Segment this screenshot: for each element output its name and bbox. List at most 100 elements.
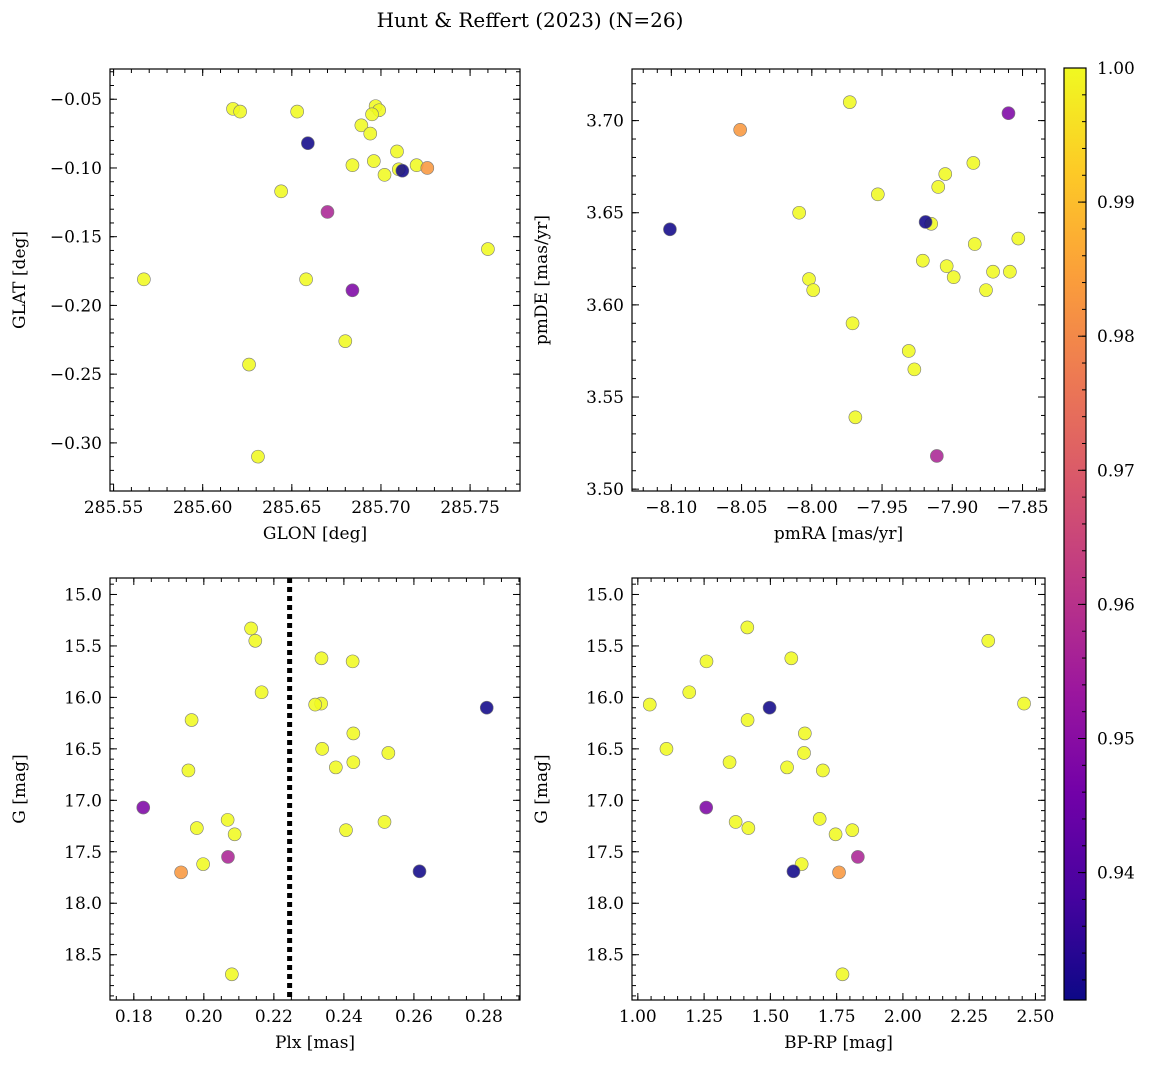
scatter-point [740, 620, 755, 635]
scatter-point [786, 864, 801, 879]
y-tick-label: 17.0 [586, 791, 624, 811]
scatter-point [816, 763, 830, 778]
scatter-point [663, 222, 677, 237]
axis-ticks [110, 69, 520, 491]
scatter-point [848, 410, 863, 425]
scatter-point [1011, 231, 1026, 246]
scatter-point [642, 697, 657, 712]
x-tick-label: 2.25 [950, 1007, 988, 1027]
panel-plx-g: 0.18 0.20 0.22 0.24 0.26 0.28 15.0 15.5 16.0 16.5… [10, 577, 521, 1053]
x-axis-label: BP-RP [mag] [784, 1033, 893, 1053]
scatter-point [979, 283, 993, 297]
colorbar-tick-label: 0.95 [1097, 730, 1135, 750]
colorbar-tick-label: 1.00 [1097, 59, 1135, 79]
scatter-point [871, 187, 885, 202]
scatter-point [225, 967, 239, 982]
y-tick-label: −0.15 [50, 228, 102, 248]
x-axis-label: GLON [deg] [263, 524, 367, 544]
scatter-point [346, 755, 361, 770]
panel-pmra-pmde: −8.10 −8.05 −8.00 −7.95 −7.90 −7.85 3.50 3.55 3.… [532, 68, 1049, 544]
y-axis-label: G [mag] [532, 754, 552, 823]
scatter-points [137, 99, 495, 464]
x-tick-label: 285.55 [84, 498, 143, 518]
scatter-point [481, 242, 495, 256]
scatter-point [196, 857, 210, 871]
scatter-point [722, 755, 737, 770]
colorbar-gradient [1064, 68, 1086, 1000]
x-tick-label: 285.70 [351, 498, 410, 518]
scatter-point [728, 815, 743, 829]
scatter-point [227, 827, 242, 842]
scatter-point [181, 763, 196, 778]
scatter-point [274, 184, 288, 199]
scatter-point [938, 167, 953, 181]
y-tick-label: 3.55 [586, 388, 624, 408]
scatter-point [851, 850, 865, 864]
scatter-point [946, 270, 961, 285]
y-tick-label: 17.5 [64, 843, 102, 863]
scatter-point [915, 253, 930, 268]
scatter-point [137, 272, 151, 287]
x-tick-label: 0.18 [115, 1007, 153, 1027]
scatter-point [986, 264, 1000, 279]
x-tick-label: 0.24 [325, 1007, 363, 1027]
x-tick-label: 285.65 [262, 498, 321, 518]
x-tick-label: −8.10 [645, 498, 697, 518]
y-tick-label: 16.5 [586, 740, 624, 760]
scatter-point [320, 205, 335, 219]
scatter-point [220, 813, 235, 827]
x-tick-label: 2.50 [1017, 1007, 1055, 1027]
scatter-point [377, 168, 392, 182]
y-tick-label: 3.65 [586, 204, 624, 224]
x-axis-label: pmRA [mas/yr] [774, 524, 903, 544]
colorbar-tick-label: 0.99 [1097, 193, 1135, 213]
scatter-point [699, 800, 714, 815]
scatter-point [190, 821, 204, 835]
scatter-point [967, 237, 982, 251]
axis-ticks [632, 578, 1045, 1000]
scatter-point [184, 713, 199, 727]
y-tick-label: 18.5 [586, 946, 624, 966]
scatter-point [1003, 264, 1017, 279]
scatter-point [290, 104, 304, 119]
scatter-point [930, 449, 944, 463]
scatter-point [315, 742, 329, 756]
scatter-point [233, 104, 247, 119]
y-tick-label: 17.0 [64, 791, 102, 811]
scatter-point [365, 107, 379, 122]
scatter-point [792, 205, 806, 220]
scatter-point [251, 449, 265, 464]
colorbar-tick-label: 0.97 [1097, 461, 1135, 481]
scatter-point [835, 967, 850, 982]
y-tick-label: 17.5 [586, 843, 624, 863]
scatter-point [377, 815, 392, 829]
x-axis-label: Plx [mas] [275, 1033, 355, 1053]
colorbar-tick-label: 0.94 [1097, 864, 1135, 884]
scatter-point [420, 161, 435, 175]
y-tick-label: 18.0 [586, 894, 624, 914]
y-tick-label: 3.60 [586, 296, 624, 316]
y-tick-label: 3.70 [586, 112, 624, 132]
y-tick-label: 16.5 [64, 740, 102, 760]
scatter-point [244, 621, 258, 636]
scatter-point [354, 118, 369, 133]
scatter-point [659, 742, 674, 756]
scatter-point [1017, 696, 1031, 711]
y-tick-label: 15.5 [586, 637, 624, 657]
x-tick-label: 1.50 [751, 1007, 789, 1027]
colorbar-tick-label: 0.96 [1097, 595, 1135, 615]
y-tick-label: 15.0 [64, 585, 102, 605]
scatter-point [395, 163, 410, 178]
scatter-point [907, 362, 922, 377]
scatter-point [780, 760, 794, 775]
x-tick-label: −7.85 [996, 498, 1048, 518]
figure-title: Hunt & Reffert (2023) (N=26) [377, 8, 684, 32]
scatter-point [254, 685, 269, 700]
scatter-point [918, 215, 933, 229]
scatter-point [842, 95, 857, 109]
scatter-point [797, 746, 811, 760]
scatter-point [939, 259, 954, 273]
axis-ticks [632, 69, 1045, 491]
y-tick-label: 15.0 [586, 585, 624, 605]
